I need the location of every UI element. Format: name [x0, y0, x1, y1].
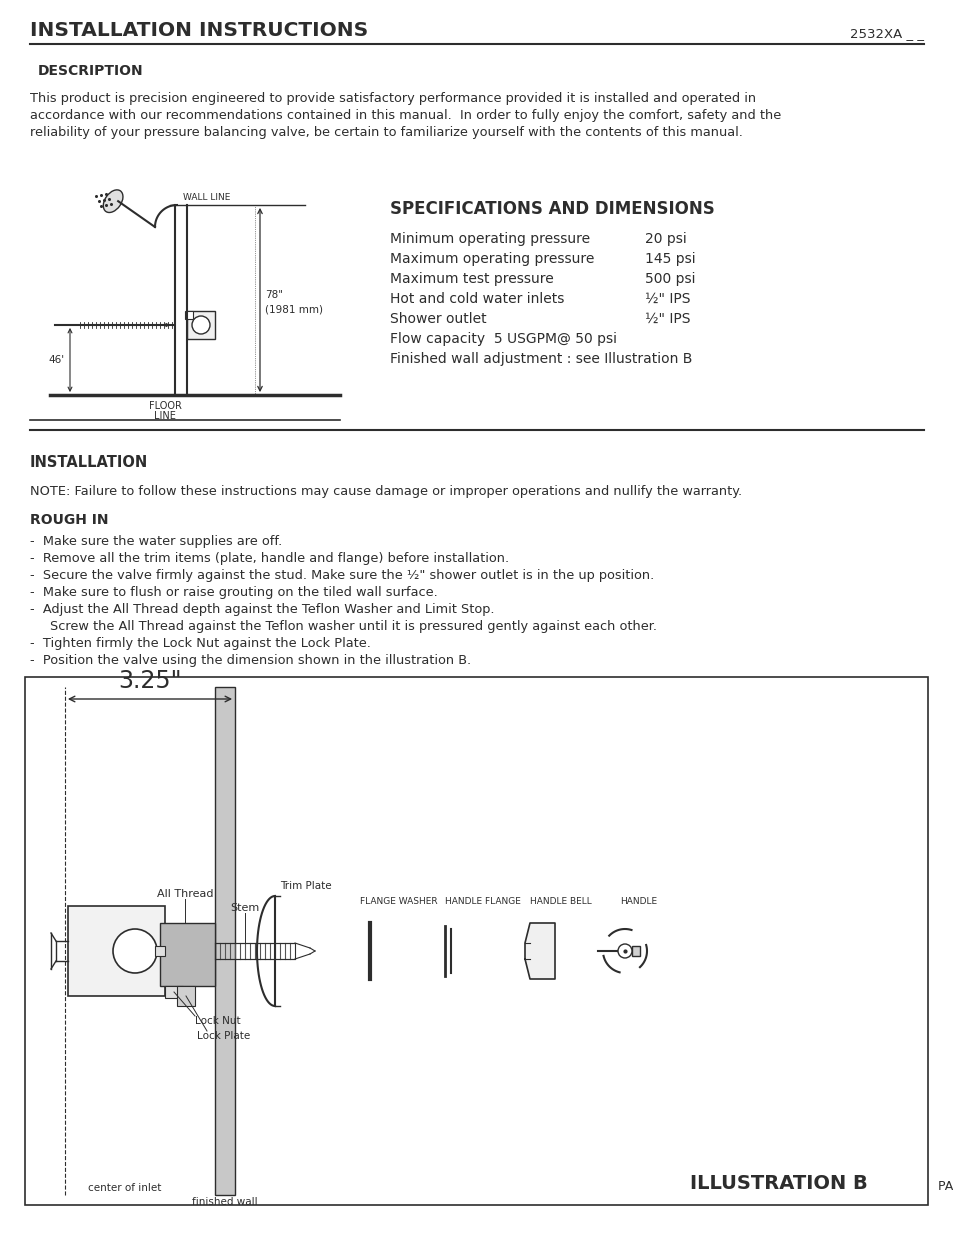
- Text: HANDLE BELL: HANDLE BELL: [530, 897, 591, 906]
- Text: This product is precision engineered to provide satisfactory performance provide: This product is precision engineered to …: [30, 91, 756, 105]
- Text: ½" IPS: ½" IPS: [644, 291, 690, 306]
- Circle shape: [192, 316, 210, 333]
- Text: FLANGE WASHER: FLANGE WASHER: [359, 897, 437, 906]
- Text: INSTALLATION: INSTALLATION: [30, 454, 148, 471]
- Text: Maximum test pressure: Maximum test pressure: [390, 272, 553, 287]
- Text: Finished wall adjustment : see Illustration B: Finished wall adjustment : see Illustrat…: [390, 352, 692, 366]
- Text: PAGE 02: PAGE 02: [937, 1179, 953, 1193]
- Text: -  Remove all the trim items (plate, handle and flange) before installation.: - Remove all the trim items (plate, hand…: [30, 552, 509, 564]
- Text: (1981 mm): (1981 mm): [265, 304, 323, 314]
- Circle shape: [618, 944, 631, 958]
- Bar: [165, 986, 183, 998]
- Bar: [160, 923, 214, 986]
- Text: -  Adjust the All Thread depth against the Teflon Washer and Limit Stop.: - Adjust the All Thread depth against th…: [30, 603, 494, 616]
- Bar: [25, 677, 927, 1205]
- Bar: [154, 946, 165, 956]
- Text: Shower outlet: Shower outlet: [390, 312, 486, 326]
- Ellipse shape: [103, 190, 123, 212]
- Text: -  Make sure the water supplies are off.: - Make sure the water supplies are off.: [30, 535, 282, 548]
- Text: 20 psi: 20 psi: [644, 232, 686, 246]
- Text: SPECIFICATIONS AND DIMENSIONS: SPECIFICATIONS AND DIMENSIONS: [390, 200, 714, 219]
- Text: finished wall: finished wall: [192, 1197, 257, 1207]
- Text: accordance with our recommendations contained in this manual.  In order to fully: accordance with our recommendations cont…: [30, 109, 781, 122]
- Text: ILLUSTRATION B: ILLUSTRATION B: [690, 1174, 867, 1193]
- Bar: [187, 311, 214, 338]
- Text: center of inlet: center of inlet: [89, 1183, 161, 1193]
- Text: -  Tighten firmly the Lock Nut against the Lock Plate.: - Tighten firmly the Lock Nut against th…: [30, 637, 371, 650]
- Text: WALL LINE: WALL LINE: [183, 193, 230, 203]
- Text: All Thread: All Thread: [156, 889, 213, 899]
- Text: 145 psi: 145 psi: [644, 252, 695, 266]
- Bar: [631, 946, 639, 956]
- Bar: [68, 906, 165, 995]
- Text: Hot and cold water inlets: Hot and cold water inlets: [390, 291, 564, 306]
- Text: -  Secure the valve firmly against the stud. Make sure the ½" shower outlet is i: - Secure the valve firmly against the st…: [30, 569, 654, 582]
- Text: FLOOR: FLOOR: [149, 401, 181, 411]
- Text: HANDLE FLANGE: HANDLE FLANGE: [444, 897, 520, 906]
- Text: -  Make sure to flush or raise grouting on the tiled wall surface.: - Make sure to flush or raise grouting o…: [30, 585, 437, 599]
- Text: Minimum operating pressure: Minimum operating pressure: [390, 232, 590, 246]
- Text: LINE: LINE: [153, 411, 175, 421]
- Text: Trim Plate: Trim Plate: [280, 881, 332, 890]
- Bar: [177, 986, 194, 1007]
- Text: -  Position the valve using the dimension shown in the illustration B.: - Position the valve using the dimension…: [30, 655, 471, 667]
- Text: HANDLE: HANDLE: [619, 897, 657, 906]
- Text: 46': 46': [49, 354, 65, 366]
- Bar: [214, 944, 294, 960]
- Polygon shape: [524, 923, 555, 979]
- Text: Lock Plate: Lock Plate: [196, 1031, 250, 1041]
- Text: 2532XA _ _: 2532XA _ _: [849, 27, 923, 40]
- Text: INSTALLATION INSTRUCTIONS: INSTALLATION INSTRUCTIONS: [30, 21, 368, 40]
- Text: NOTE: Failure to follow these instructions may cause damage or improper operatio: NOTE: Failure to follow these instructio…: [30, 485, 741, 498]
- Text: 78": 78": [265, 290, 283, 300]
- Text: 3.25": 3.25": [118, 669, 182, 693]
- Text: Lock Nut: Lock Nut: [194, 1016, 240, 1026]
- Text: ROUGH IN: ROUGH IN: [30, 513, 109, 527]
- Bar: [185, 311, 193, 319]
- Text: Screw the All Thread against the Teflon washer until it is pressured gently agai: Screw the All Thread against the Teflon …: [50, 620, 657, 634]
- Text: Stem: Stem: [230, 903, 259, 913]
- Bar: [214, 687, 234, 1195]
- Text: DESCRIPTION: DESCRIPTION: [38, 64, 144, 78]
- Text: ½" IPS: ½" IPS: [644, 312, 690, 326]
- Text: 500 psi: 500 psi: [644, 272, 695, 287]
- Circle shape: [112, 929, 157, 973]
- Text: Flow capacity  5 USGPM@ 50 psi: Flow capacity 5 USGPM@ 50 psi: [390, 332, 617, 346]
- Text: Maximum operating pressure: Maximum operating pressure: [390, 252, 594, 266]
- Text: reliability of your pressure balancing valve, be certain to familiarize yourself: reliability of your pressure balancing v…: [30, 126, 742, 140]
